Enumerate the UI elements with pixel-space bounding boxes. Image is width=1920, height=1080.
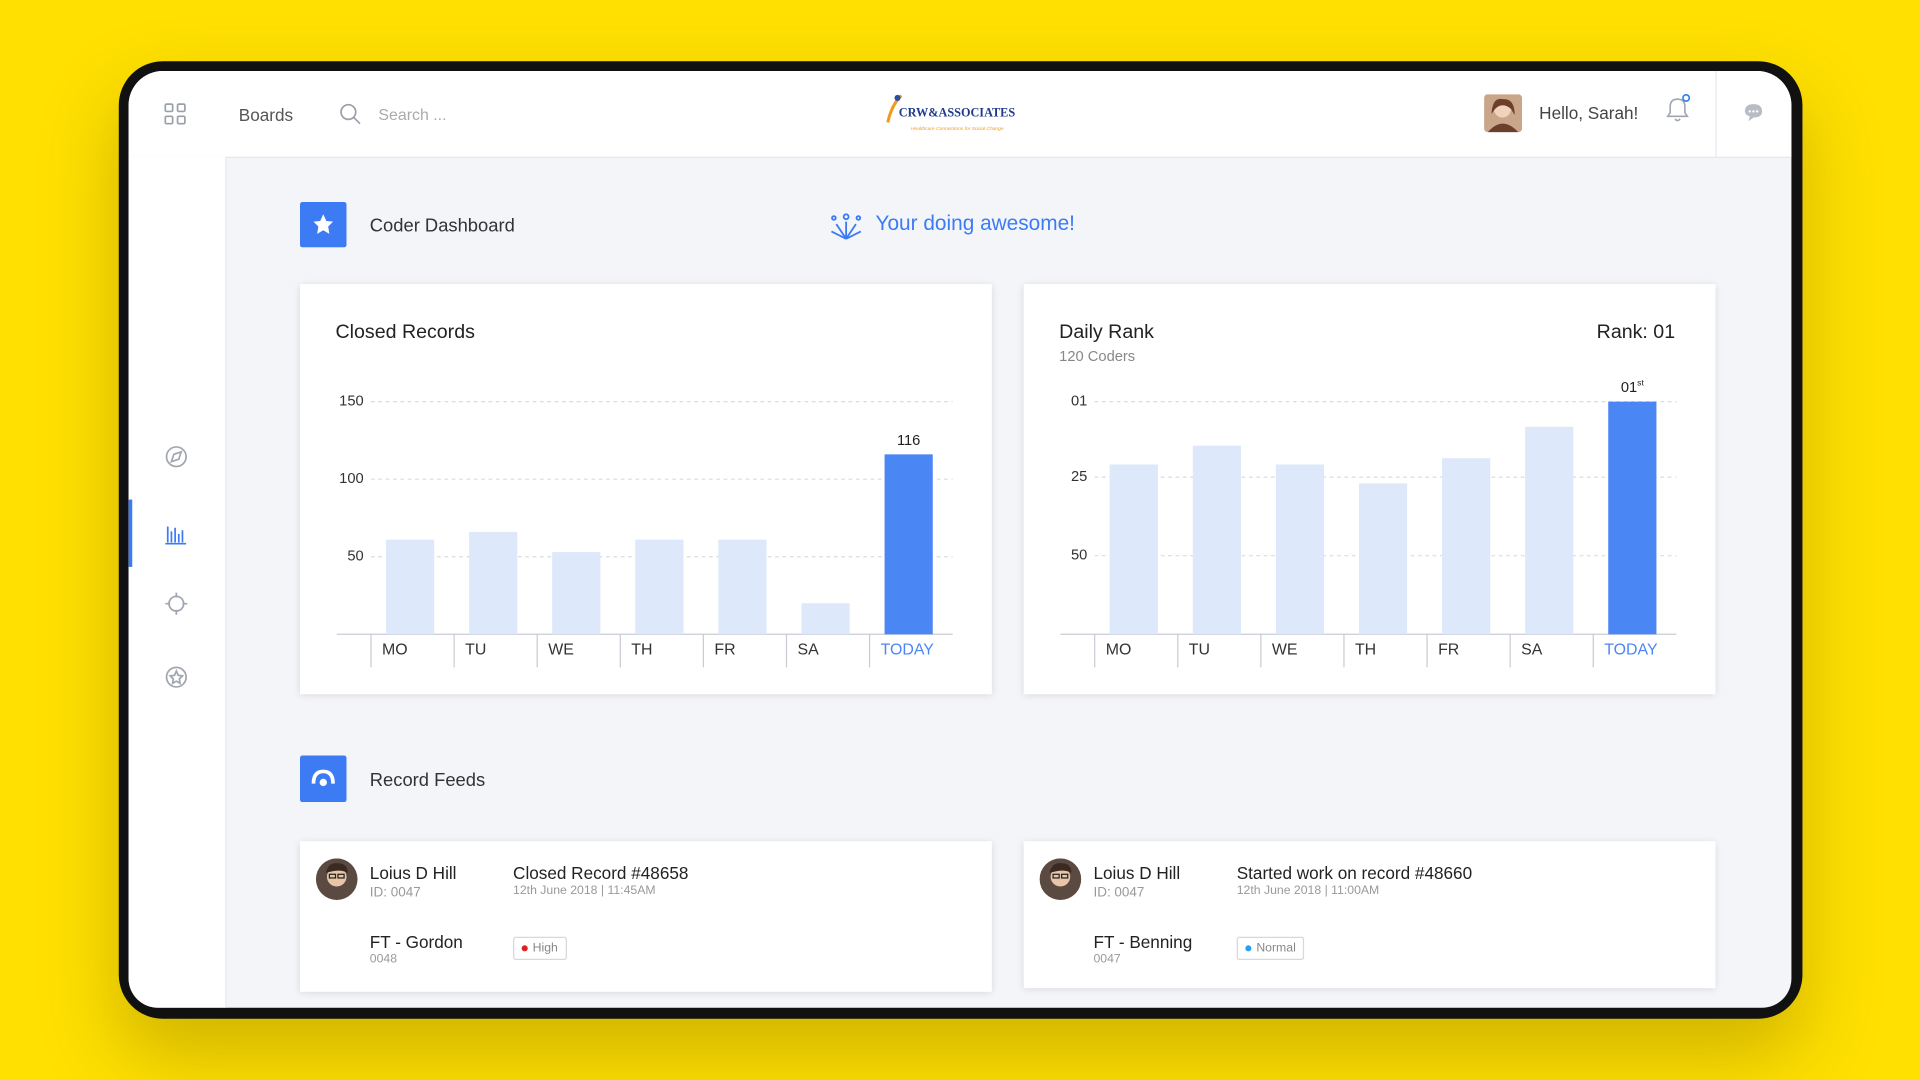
- x-tick-label: TODAY: [881, 641, 935, 658]
- feed-group-id: 0047: [1093, 952, 1121, 967]
- search-input[interactable]: Search ...: [378, 105, 447, 124]
- bar: [1525, 426, 1574, 635]
- chat-icon[interactable]: [1742, 102, 1766, 124]
- x-tick-label: FR: [714, 641, 735, 658]
- value-label: 116: [897, 433, 920, 449]
- bar: [386, 539, 435, 635]
- favorites-icon[interactable]: [165, 666, 187, 688]
- x-tick-label: TODAY: [1604, 641, 1658, 658]
- x-tick-label: TH: [631, 641, 652, 658]
- feed-user-id: ID: 0047: [1093, 885, 1145, 901]
- priority-dot: [521, 945, 528, 952]
- priority-tag: Normal: [1236, 936, 1305, 961]
- feeds-icon: [300, 755, 347, 803]
- y-tick-label: 150: [339, 394, 364, 410]
- priority-tag: High: [513, 936, 567, 961]
- feed-card[interactable]: Loius D Hill ID: 0047 Closed Record #486…: [300, 841, 992, 992]
- x-tick-label: FR: [1438, 641, 1459, 658]
- priority-dot: [1245, 945, 1252, 952]
- bar: [552, 552, 601, 635]
- value-label-text: 116: [897, 433, 920, 449]
- bar: [1358, 483, 1408, 635]
- sidebar-icons: [128, 446, 188, 688]
- rank-label: Rank: 01: [1596, 322, 1676, 343]
- bar: [884, 454, 933, 635]
- bar: [1275, 464, 1325, 635]
- feed-avatar: [315, 858, 358, 901]
- explore-icon[interactable]: [165, 446, 187, 468]
- bar: [469, 531, 518, 635]
- y-tick-label: 01: [1071, 394, 1087, 410]
- bar: [1442, 458, 1491, 635]
- bar: [1109, 464, 1158, 635]
- x-tick-label: SA: [797, 641, 819, 658]
- sidebar: [128, 156, 227, 1008]
- x-tick-label: WE: [548, 641, 574, 658]
- dashboard-title: Coder Dashboard: [369, 215, 515, 237]
- encouragement: Your doing awesome!: [875, 211, 1075, 236]
- apps-icon[interactable]: [164, 103, 186, 125]
- feed-user: Loius D Hill: [369, 863, 457, 883]
- feed-group: FT - Gordon: [369, 931, 463, 952]
- divider: [1715, 71, 1717, 157]
- x-tick-label: SA: [1521, 641, 1543, 658]
- y-tick-label: 50: [1071, 548, 1087, 564]
- feed-time: 12th June 2018 | 11:00AM: [1236, 884, 1380, 898]
- active-indicator: [128, 499, 133, 567]
- chart-subtitle: 120 Coders: [1059, 347, 1136, 365]
- feed-user-id: ID: 0047: [369, 885, 421, 901]
- explore-needle: [170, 450, 183, 463]
- x-tick-label: WE: [1272, 641, 1298, 658]
- feed-user: Loius D Hill: [1093, 863, 1181, 883]
- feed-avatar: [1039, 858, 1082, 901]
- y-tick-label: 100: [339, 471, 364, 487]
- logo-tagline: Healthcare Connections for Social Change: [911, 124, 1004, 132]
- dashboard-icon: [300, 202, 347, 248]
- x-tick-label: MO: [1106, 641, 1132, 658]
- user-avatar[interactable]: [1484, 94, 1523, 133]
- logo-mark: [886, 94, 903, 123]
- y-tick-label: 25: [1071, 469, 1087, 485]
- nav-boards[interactable]: Boards: [238, 105, 294, 125]
- chart-title: Daily Rank: [1059, 322, 1154, 343]
- feed-group: FT - Benning: [1093, 931, 1193, 952]
- priority-text: Normal: [1256, 941, 1296, 956]
- chart: 50 100 150 MO TU WE TH FR SA TODAY 116: [336, 394, 953, 668]
- value-label: 01st: [1621, 378, 1645, 397]
- logo-text: CRW&ASSOCIATES: [898, 106, 1016, 121]
- priority-text: High: [532, 941, 558, 956]
- feed-action: Started work on record #48660: [1236, 863, 1473, 883]
- feed-card[interactable]: Loius D Hill ID: 0047 Started work on re…: [1023, 841, 1716, 989]
- x-tick-label: TU: [465, 641, 486, 658]
- chart-card: Closed Records 50 100 150 MO TU WE TH FR SA TODAY…: [300, 284, 992, 695]
- search-icon: [340, 103, 361, 125]
- feed-group-id: 0048: [369, 952, 398, 967]
- chart-card: Daily Rank 120 Coders Rank: 01 01 25 50 MO T…: [1023, 284, 1716, 695]
- y-tick-label: 50: [347, 549, 363, 565]
- notification-bell[interactable]: [1664, 93, 1691, 125]
- x-tick-label: TU: [1189, 641, 1210, 658]
- stats-icon[interactable]: [165, 526, 187, 545]
- bar: [1192, 445, 1241, 635]
- bar: [635, 539, 684, 635]
- bar: [1608, 401, 1657, 635]
- value-label-text: 01: [1621, 380, 1637, 396]
- feed-time: 12th June 2018 | 11:45AM: [513, 884, 656, 898]
- feed-action: Closed Record #48658: [513, 863, 689, 883]
- x-tick-label: MO: [382, 641, 408, 658]
- bar: [801, 603, 850, 635]
- greeting: Hello, Sarah!: [1539, 102, 1639, 123]
- top-bar: Boards Search ... CRW&ASSOCIATES Healthc…: [128, 71, 1792, 158]
- feeds-title: Record Feeds: [369, 770, 486, 792]
- chart-title: Closed Records: [335, 322, 475, 343]
- x-tick-label: TH: [1355, 641, 1376, 658]
- bar: [718, 539, 767, 635]
- favorites-star: [168, 668, 185, 685]
- value-label-sup: st: [1637, 378, 1644, 388]
- fireworks-icon: [831, 213, 862, 240]
- target-icon[interactable]: [168, 595, 185, 612]
